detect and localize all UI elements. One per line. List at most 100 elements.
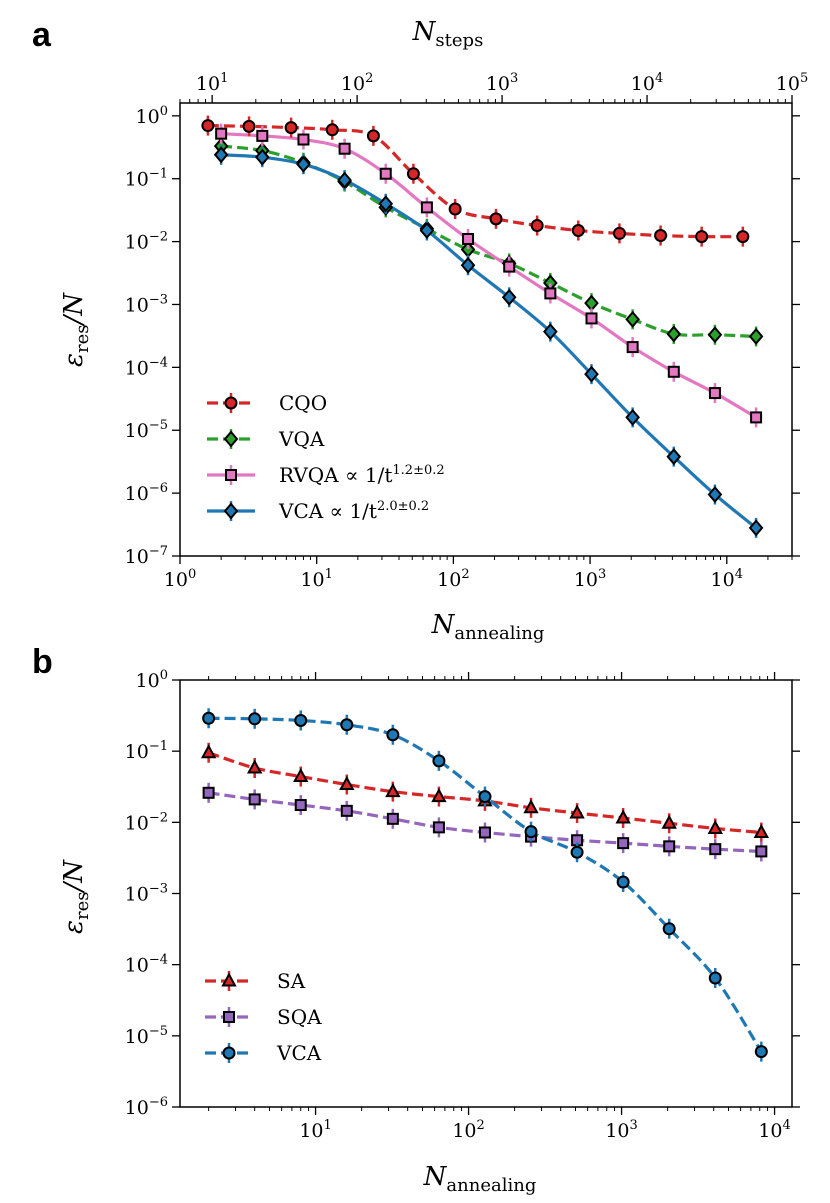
- a-point-vca: [543, 323, 558, 341]
- a-point-vca: [666, 448, 682, 466]
- b-point-vca: [754, 1045, 768, 1059]
- b-point-sa: [431, 788, 447, 803]
- a-y-tick-label: 10−6: [125, 481, 168, 505]
- b-point-vca: [570, 845, 584, 859]
- b-legend-marker-sa: [221, 972, 237, 987]
- a-point-vca: [748, 519, 764, 537]
- b-frame: [179, 679, 793, 1108]
- a-point-rvqa: [544, 287, 557, 300]
- a-point-vca: [501, 288, 517, 306]
- a-point-cqo: [325, 123, 339, 137]
- a-point-cqo: [736, 230, 750, 244]
- a-legend-label-vca: VCA ∝ 1/t2.0±0.2: [278, 499, 429, 523]
- b-point-sa: [569, 804, 585, 819]
- b-point-sqa: [755, 845, 768, 858]
- a-point-rvqa: [585, 312, 598, 325]
- a-point-cqo: [571, 224, 585, 238]
- a-point-vqa: [748, 327, 764, 345]
- a-point-cqo: [654, 229, 668, 243]
- b-y-tick-label: 10−1: [125, 739, 168, 763]
- a-legend-label-rvqa: RVQA ∝ 1/t1.2±0.2: [279, 463, 445, 487]
- y-axis-label-a: εres/N: [59, 292, 93, 367]
- panel-b-label: b: [32, 643, 53, 681]
- x-axis-label-b: Nannealing: [423, 1162, 537, 1196]
- a-point-rvqa: [379, 167, 392, 180]
- b-point-vca: [524, 825, 538, 839]
- y-axis-label-b: εres/N: [59, 859, 93, 934]
- b-point-sa: [753, 823, 769, 838]
- b-point-vca: [478, 790, 492, 804]
- a-point-rvqa: [256, 129, 269, 142]
- a-point-vca: [625, 408, 640, 426]
- a-point-rvqa: [750, 411, 763, 424]
- a-legend-marker-cqo: [224, 396, 238, 410]
- a-point-vca: [460, 256, 476, 274]
- a-point-cqo: [530, 219, 544, 233]
- b-point-sqa: [294, 799, 307, 812]
- a-legend: CQO VQA RVQA ∝ 1/t1.2±0.2 VCA ∝ 1/t2.0±0.2: [207, 391, 445, 523]
- b-y-tick-label: 10−4: [125, 953, 168, 977]
- b-legend-marker-sqa: [223, 1011, 235, 1023]
- b-legend-label-sa: SA: [277, 969, 306, 993]
- a-point-vca: [419, 221, 435, 240]
- a-x-tick-label: 104: [711, 567, 743, 591]
- b-x-tick-label: 104: [758, 1118, 790, 1142]
- a-top-tick-label: 101: [196, 71, 228, 95]
- panel-b-plot: 101 102 103 104 10−6 10−5 10−4 10−3 10−2 10−1 100 S…: [125, 668, 800, 1142]
- a-point-cqo: [448, 202, 462, 216]
- a-point-vqa: [666, 325, 682, 343]
- b-point-sqa: [248, 793, 261, 806]
- b-x-tick-label: 103: [605, 1118, 637, 1142]
- a-point-vca: [296, 155, 311, 173]
- b-point-vca: [202, 711, 216, 725]
- b-point-vca: [248, 712, 262, 726]
- b-point-vca: [294, 713, 308, 727]
- a-y-tick-label: 10−7: [125, 544, 168, 568]
- b-series-group: [200, 708, 769, 1062]
- b-legend-label-sqa: SQA: [277, 1005, 322, 1029]
- a-line-vqa: [220, 144, 757, 339]
- b-y-tick-label: 100: [136, 668, 168, 692]
- b-point-sa: [661, 814, 677, 829]
- a-point-rvqa: [667, 365, 680, 378]
- b-point-sqa: [340, 804, 353, 817]
- b-point-sa: [293, 767, 309, 783]
- a-point-vqa: [625, 310, 640, 328]
- a-point-rvqa: [708, 387, 721, 400]
- b-y-tick-label: 10−6: [125, 1095, 168, 1119]
- b-point-sa: [615, 809, 631, 824]
- a-point-cqo: [695, 230, 709, 244]
- a-point-vqa: [584, 294, 599, 312]
- a-point-rvqa: [338, 142, 351, 155]
- a-point-rvqa: [297, 133, 310, 146]
- b-point-sa: [385, 783, 401, 798]
- b-point-sqa: [617, 837, 630, 850]
- a-point-vca: [254, 148, 270, 166]
- a-minor-ticks: [179, 99, 793, 560]
- a-point-vca: [337, 171, 352, 189]
- a-point-cqo: [612, 226, 626, 240]
- a-point-vqa: [707, 326, 723, 344]
- a-x-tick-label: 101: [300, 567, 332, 591]
- a-point-vca: [707, 485, 723, 504]
- b-point-sqa: [386, 812, 399, 825]
- a-y-tick-label: 10−3: [125, 292, 168, 316]
- a-y-tick-label: 10−1: [125, 167, 168, 191]
- x-axis-label-a: Nannealing: [431, 610, 545, 644]
- b-point-sa: [339, 775, 355, 791]
- a-top-tick-label: 103: [486, 71, 518, 95]
- b-point-sqa: [663, 840, 676, 853]
- a-top-tick-label: 104: [631, 71, 663, 95]
- b-point-sa: [523, 799, 539, 814]
- a-point-rvqa: [503, 260, 516, 273]
- a-x-tick-label: 100: [164, 567, 196, 591]
- a-top-tick-label: 105: [776, 71, 808, 95]
- a-point-vca: [213, 146, 229, 164]
- a-line-cqo: [207, 123, 743, 239]
- b-legend-marker-vca: [222, 1046, 236, 1060]
- b-point-vca: [432, 754, 446, 768]
- b-point-vca: [616, 875, 630, 889]
- a-point-cqo: [242, 119, 256, 133]
- a-frame: [179, 102, 793, 557]
